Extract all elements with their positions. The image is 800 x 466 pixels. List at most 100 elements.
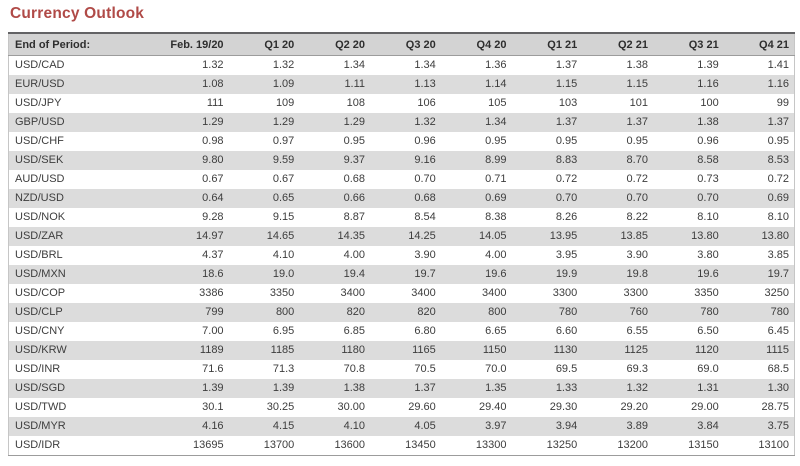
column-header: Q1 21 (547, 39, 578, 51)
forecast-value: 0.96 (697, 135, 719, 147)
forecast-value: 1185 (270, 344, 295, 356)
column-header: Q1 20 (264, 39, 295, 51)
forecast-value: 29.40 (478, 401, 507, 413)
forecast-value: 19.8 (626, 268, 648, 280)
forecast-value: 14.05 (478, 230, 507, 242)
forecast-value: 30.1 (202, 401, 224, 413)
column-header: Q2 20 (335, 39, 366, 51)
table-row: USD/CNY 7.00 6.95 6.85 6.80 6.65 6.60 6.55 6.50 6… (8, 322, 795, 341)
forecast-value: 13.80 (691, 230, 719, 242)
currency-pair-label: EUR/USD (15, 78, 65, 90)
forecast-value: 1.11 (344, 78, 366, 90)
table-header: End of Period: Feb. 19/20 Q1 20 Q2 20 Q3 20 Q… (8, 33, 795, 56)
forecast-value: 19.9 (555, 268, 578, 280)
forecast-value: 4.00 (343, 249, 366, 261)
forecast-value: 6.95 (272, 325, 295, 337)
forecast-value: 4.05 (414, 420, 436, 432)
forecast-value: 13.85 (620, 230, 648, 242)
forecast-value: 1115 (766, 344, 789, 356)
currency-pair-label: USD/CLP (15, 306, 63, 318)
forecast-value: 69.5 (555, 363, 578, 375)
forecast-value: 6.60 (555, 325, 578, 337)
table-row: NZD/USD 0.64 0.65 0.66 0.68 0.69 0.70 0.70 0.70 0… (8, 189, 795, 208)
currency-pair-label: USD/CHF (15, 135, 64, 147)
forecast-value: 8.53 (767, 154, 789, 166)
forecast-value: 6.85 (343, 325, 366, 337)
forecast-value: 13250 (546, 439, 578, 451)
forecast-value: 3.94 (555, 420, 578, 432)
currency-pair-label: GBP/USD (15, 116, 65, 128)
forecast-value: 19.7 (767, 268, 789, 280)
forecast-value: 3250 (764, 287, 789, 299)
currency-pair-label: USD/MYR (15, 420, 66, 432)
table-row: USD/JPY 111 109 108 106 105 103 101 100 99 (8, 94, 795, 113)
forecast-value: 820 (346, 306, 366, 318)
forecast-value: 1150 (482, 344, 507, 356)
forecast-value: 19.6 (485, 268, 507, 280)
forecast-value: 1.34 (485, 116, 507, 128)
forecast-value: 13450 (405, 439, 436, 451)
forecast-value: 3.85 (767, 249, 789, 261)
forecast-value: 0.72 (555, 173, 578, 185)
forecast-value: 8.54 (414, 211, 436, 223)
forecast-value: 1.08 (202, 78, 224, 90)
forecast-value: 8.10 (697, 211, 719, 223)
page-title: Currency Outlook (10, 5, 145, 22)
forecast-value: 4.10 (343, 420, 366, 432)
table-row: USD/TWD 30.1 30.25 30.00 29.60 29.40 29.30 29.2… (8, 398, 795, 417)
forecast-value: 28.75 (761, 401, 789, 413)
forecast-value: 14.97 (196, 230, 224, 242)
forecast-value: 1.37 (555, 116, 578, 128)
column-header: Q3 21 (688, 39, 719, 51)
forecast-value: 3.90 (626, 249, 648, 261)
forecast-value: 13600 (334, 439, 366, 451)
forecast-value: 0.95 (767, 135, 789, 147)
currency-pair-label: USD/SEK (15, 154, 64, 166)
forecast-value: 1.39 (202, 382, 224, 394)
table-row: USD/SEK 9.80 9.59 9.37 9.16 8.99 8.83 8.70 8.58 8… (8, 151, 795, 170)
column-header: Feb. 19/20 (170, 39, 224, 51)
table-row: EUR/USD 1.08 1.09 1.11 1.13 1.14 1.15 1.15 1.16 1… (8, 75, 795, 94)
forecast-value: 13150 (688, 439, 719, 451)
forecast-value: 13100 (758, 439, 789, 451)
forecast-value: 6.80 (414, 325, 436, 337)
forecast-value: 0.70 (697, 192, 719, 204)
forecast-value: 760 (629, 306, 648, 318)
forecast-value: 6.45 (767, 325, 789, 337)
forecast-value: 3.84 (697, 420, 719, 432)
forecast-value: 70.8 (343, 363, 366, 375)
forecast-value: 0.98 (202, 135, 224, 147)
forecast-value: 0.69 (485, 192, 507, 204)
column-header: Q4 20 (476, 39, 507, 51)
forecast-value: 1180 (341, 344, 366, 356)
forecast-value: 780 (770, 306, 789, 318)
forecast-value: 14.65 (266, 230, 295, 242)
forecast-value: 1.14 (485, 78, 507, 90)
forecast-value: 105 (488, 97, 507, 109)
forecast-value: 0.68 (343, 173, 366, 185)
forecast-value: 1120 (695, 344, 719, 356)
table-row: AUD/USD 0.67 0.67 0.68 0.70 0.71 0.72 0.72 0.73 0… (8, 170, 795, 189)
forecast-value: 9.15 (272, 211, 295, 223)
table-row: USD/ZAR 14.97 14.65 14.35 14.25 14.05 13.95 13.… (8, 227, 795, 246)
forecast-value: 1.16 (697, 78, 719, 90)
forecast-value: 4.15 (272, 420, 295, 432)
forecast-value: 8.83 (555, 154, 578, 166)
forecast-value: 0.65 (272, 192, 295, 204)
forecast-value: 0.69 (767, 192, 789, 204)
forecast-value: 1.37 (767, 116, 789, 128)
forecast-value: 18.6 (202, 268, 224, 280)
forecast-value: 108 (346, 97, 366, 109)
forecast-value: 0.67 (272, 173, 295, 185)
forecast-value: 1125 (624, 344, 648, 356)
table-body: USD/CAD 1.32 1.32 1.34 1.34 1.36 1.37 1.38 1.39 1… (8, 55, 795, 456)
forecast-value: 1.41 (767, 59, 789, 71)
forecast-value: 3300 (623, 287, 648, 299)
forecast-value: 0.72 (626, 173, 648, 185)
forecast-value: 8.99 (485, 154, 507, 166)
currency-pair-label: USD/NOK (15, 211, 66, 223)
forecast-value: 9.28 (202, 211, 224, 223)
table-row: USD/NOK 9.28 9.15 8.87 8.54 8.38 8.26 8.22 8.10 8… (8, 208, 795, 227)
forecast-value: 0.73 (697, 173, 719, 185)
forecast-value: 1.38 (697, 116, 719, 128)
